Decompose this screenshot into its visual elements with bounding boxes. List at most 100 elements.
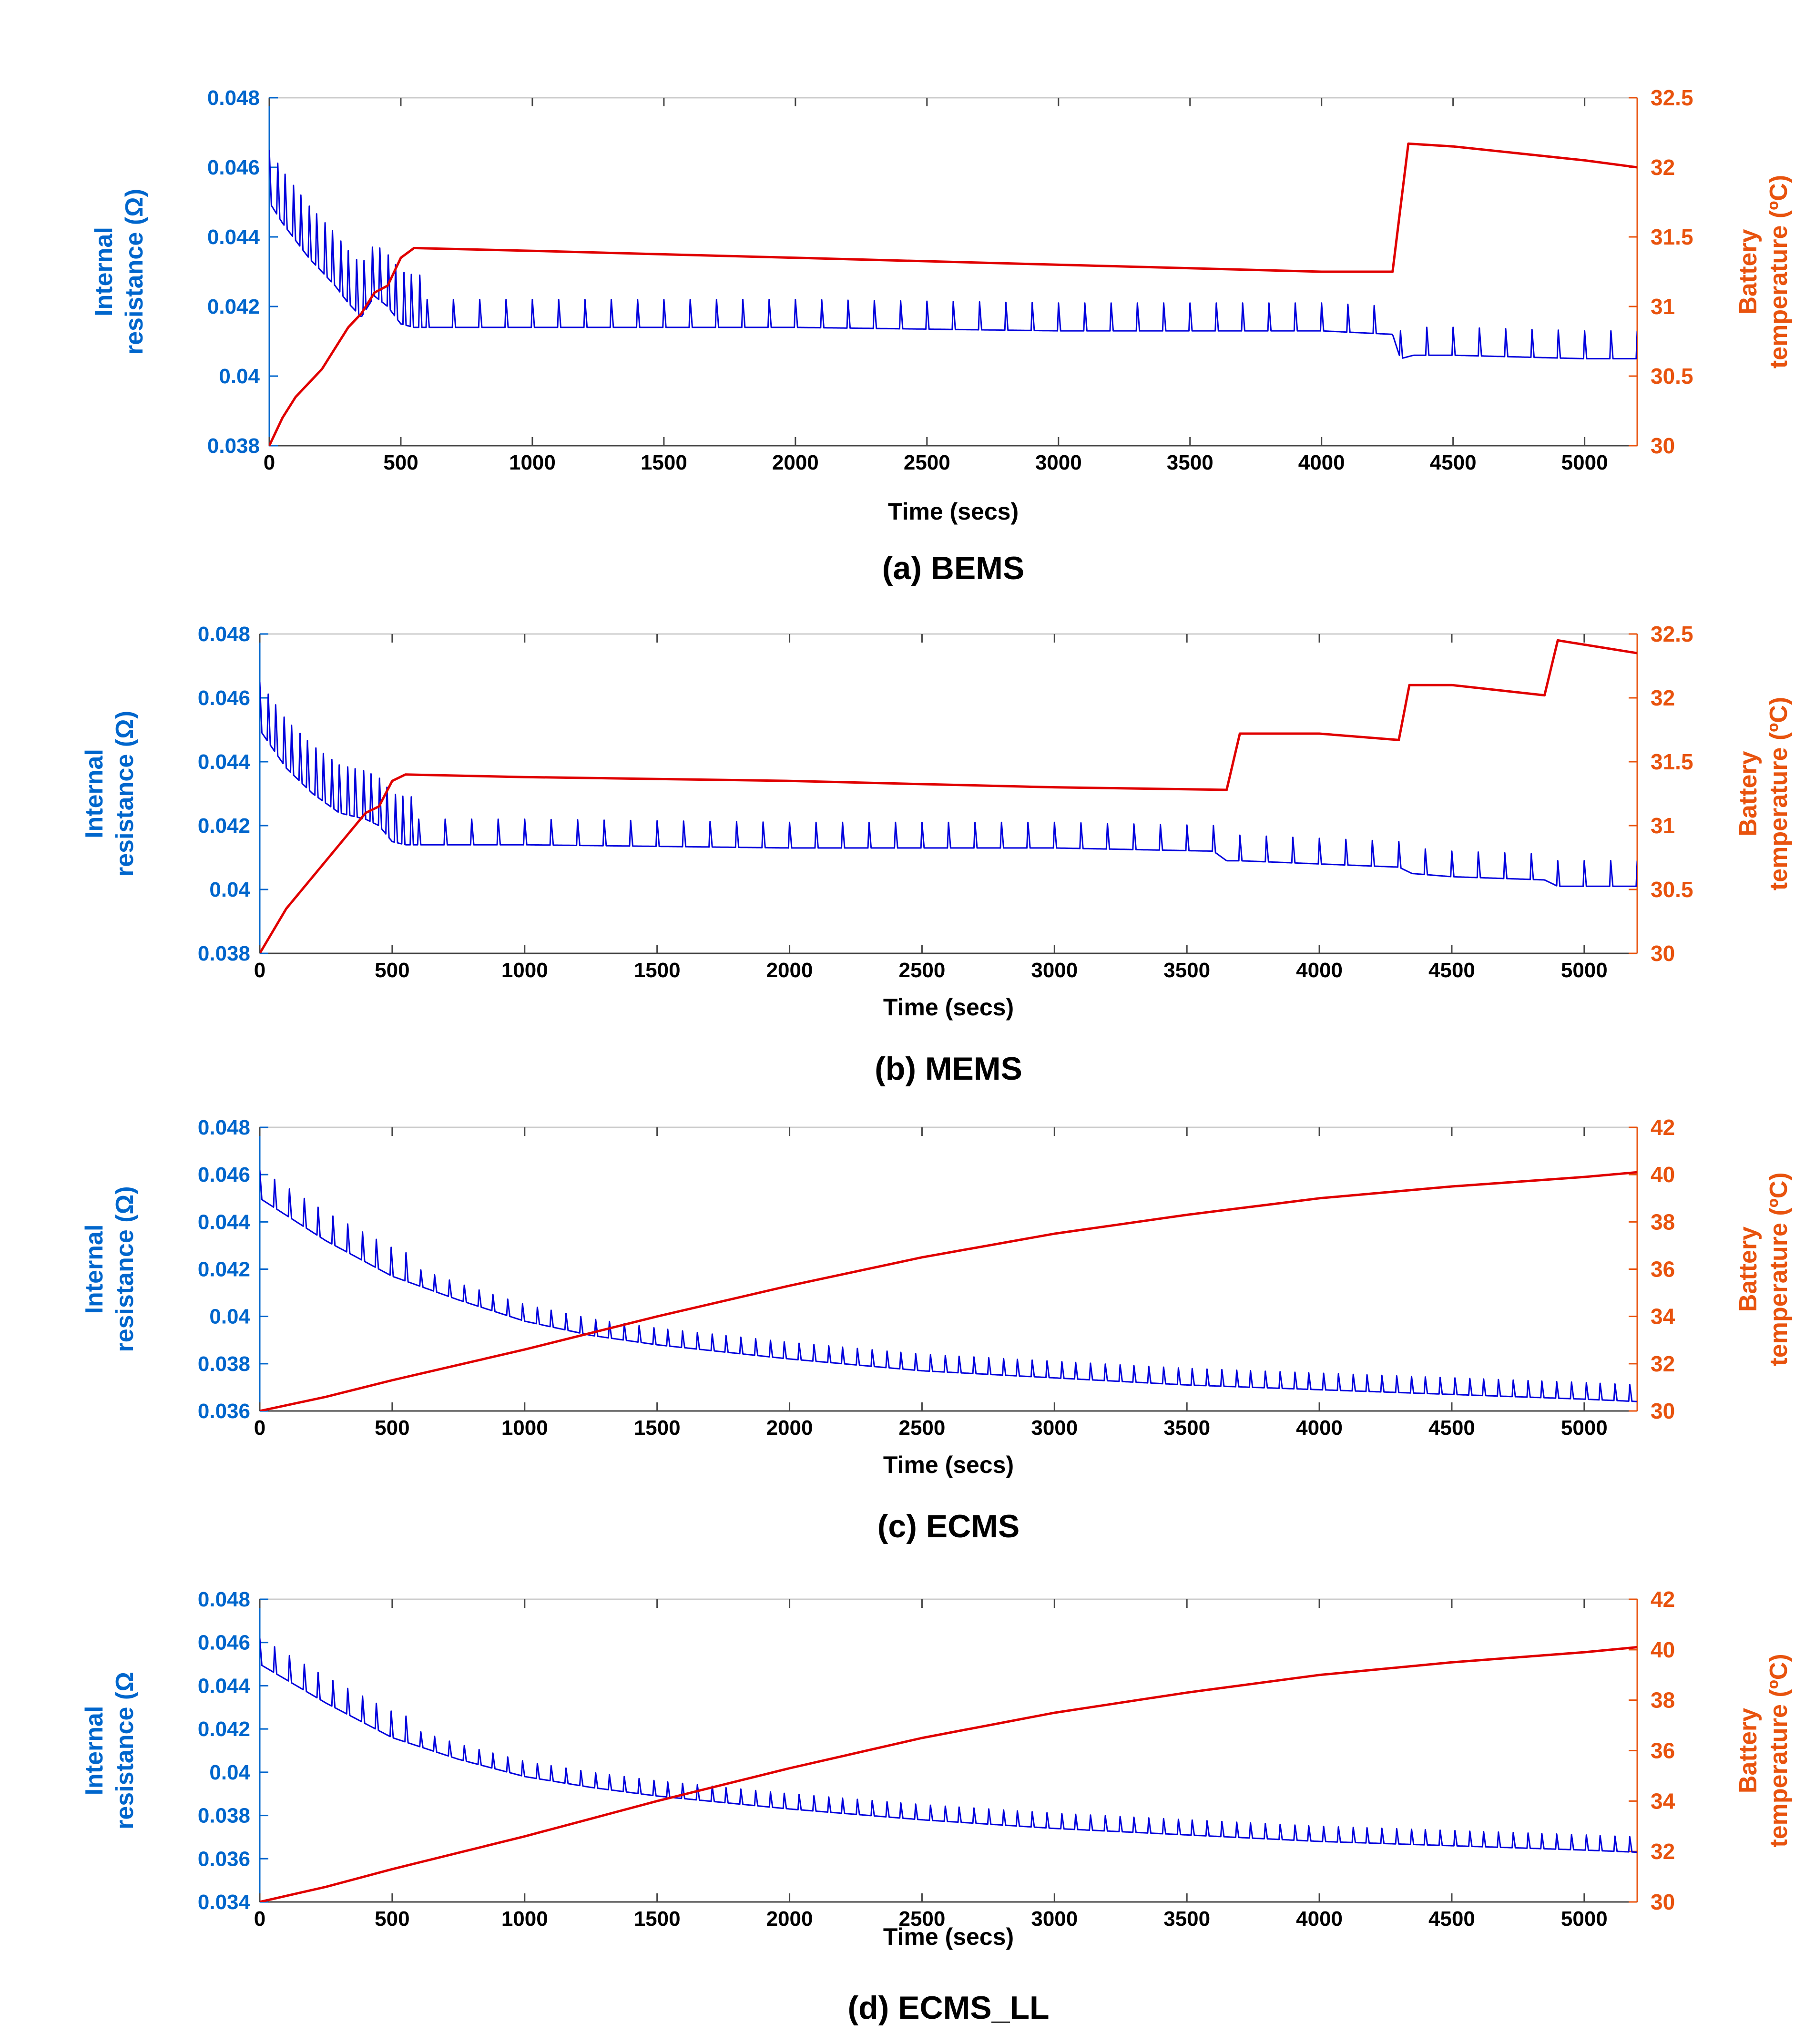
left-tick-label: 0.038: [198, 1804, 250, 1828]
left-tick-label: 0.042: [198, 1717, 250, 1741]
x-axis-title: Time (secs): [883, 1923, 1014, 1950]
x-tick-label: 500: [375, 1907, 409, 1931]
internal-resistance-series: [260, 682, 1637, 887]
x-tick-label: 4500: [1430, 451, 1477, 474]
x-tick-label: 0: [254, 959, 265, 982]
x-tick-label: 2500: [898, 959, 945, 982]
right-tick-label: 40: [1651, 1162, 1675, 1187]
left-tick-label: 0.046: [198, 1631, 250, 1655]
right-tick-label: 30.5: [1651, 364, 1693, 388]
battery-temperature-series: [269, 142, 1637, 446]
x-tick-label: 1000: [501, 1416, 548, 1440]
left-tick-label: 0.048: [198, 623, 250, 646]
left-tick-label: 0.034: [198, 1891, 251, 1914]
left-axis-title-line: Internal: [81, 749, 108, 838]
left-tick-label: 0.042: [207, 295, 260, 318]
x-tick-label: 3500: [1167, 451, 1213, 474]
x-tick-label: 4000: [1298, 451, 1345, 474]
right-tick-label: 32: [1651, 155, 1675, 180]
right-tick-label: 32: [1651, 1839, 1675, 1864]
right-axis-title-line: Battery: [1734, 1226, 1762, 1312]
right-axis-title-line: Battery: [1734, 1708, 1762, 1793]
x-axis-title: Time (secs): [883, 994, 1014, 1021]
x-tick-label: 4500: [1428, 959, 1475, 982]
right-tick-label: 32.5: [1651, 85, 1693, 110]
right-tick-label: 34: [1651, 1304, 1675, 1329]
left-axis-title-line: resistance (Ω): [111, 1186, 139, 1352]
battery-temperature-series: [260, 639, 1637, 953]
internal-resistance-series: [260, 1638, 1637, 1853]
right-tick-label: 42: [1651, 1115, 1675, 1140]
right-tick-label: 30.5: [1651, 877, 1693, 902]
left-axis-title-line: Internal: [81, 1706, 108, 1796]
panel-caption: (b) MEMS: [875, 1051, 1022, 1087]
left-tick-label: 0.04: [219, 365, 260, 388]
right-tick-label: 38: [1651, 1688, 1675, 1713]
x-tick-label: 1500: [634, 1907, 681, 1931]
left-tick-label: 0.04: [209, 1305, 250, 1329]
x-tick-label: 2000: [766, 1907, 813, 1931]
left-axis-title: Internal resistance (Ω: [81, 1672, 139, 1829]
right-axis-title-line: temperature (ºC): [1765, 697, 1793, 890]
right-tick-label: 40: [1651, 1637, 1675, 1662]
left-tick-label: 0.048: [207, 86, 260, 110]
left-axis-title-line: Internal: [81, 1225, 108, 1314]
x-tick-label: 1000: [501, 1907, 548, 1931]
left-tick-label: 0.04: [209, 878, 250, 901]
left-tick-label: 0.044: [198, 750, 251, 774]
battery-temperature-series: [260, 1171, 1637, 1411]
x-tick-label: 3000: [1031, 1416, 1078, 1440]
plot-frame: [259, 1598, 1638, 1903]
left-tick-label: 0.044: [198, 1674, 251, 1697]
x-tick-label: 2000: [772, 451, 819, 474]
right-axis-title: Battery temperature (ºC): [1734, 175, 1793, 368]
right-tick-label: 42: [1651, 1587, 1675, 1612]
left-tick-label: 0.042: [198, 1258, 250, 1281]
internal-resistance-series: [260, 1170, 1637, 1402]
x-tick-label: 3500: [1163, 1907, 1210, 1931]
right-tick-label: 32.5: [1651, 622, 1693, 646]
right-axis-title-line: temperature (ºC): [1765, 1654, 1793, 1847]
x-axis-title: Time (secs): [883, 1451, 1014, 1478]
right-axis-title: Battery temperature (ºC): [1734, 1172, 1793, 1366]
right-axis-title: Battery temperature (ºC): [1734, 697, 1793, 890]
right-tick-label: 31: [1651, 813, 1675, 838]
x-tick-label: 3000: [1031, 959, 1078, 982]
left-axis-title-line: resistance (Ω): [111, 711, 139, 877]
panel-caption: (a) BEMS: [882, 550, 1024, 586]
x-tick-label: 1000: [509, 451, 556, 474]
chart-panel-4: 0 500 1000 1500 2000 2500 3000 3500 4000 4500 5000…: [81, 1587, 1793, 2026]
x-tick-label: 5000: [1561, 1416, 1608, 1440]
left-tick-label: 0.046: [198, 686, 250, 710]
x-tick-label: 2000: [766, 1416, 813, 1440]
left-axis-title: Internal resistance (Ω): [81, 711, 139, 877]
x-tick-label: 3000: [1031, 1907, 1078, 1931]
x-tick-label: 4000: [1296, 1416, 1343, 1440]
x-tick-label: 4500: [1428, 1416, 1475, 1440]
left-axis-title-line: resistance (Ω): [121, 189, 148, 355]
left-tick-label: 0.046: [207, 156, 260, 179]
x-tick-label: 0: [264, 451, 275, 474]
x-tick-label: 5000: [1561, 959, 1608, 982]
left-tick-label: 0.04: [209, 1761, 250, 1784]
left-tick-label: 0.048: [198, 1588, 250, 1611]
battery-temperature-series: [260, 1646, 1637, 1902]
right-axis-title-line: temperature (ºC): [1765, 1172, 1793, 1366]
right-tick-label: 32: [1651, 1351, 1675, 1376]
left-axis-title: Internal resistance (Ω): [81, 1186, 139, 1352]
panel-caption: (d) ECMS_LL: [847, 1990, 1049, 2026]
x-tick-label: 2500: [898, 1907, 945, 1931]
x-tick-label: 1500: [641, 451, 687, 474]
left-tick-label: 0.044: [198, 1210, 251, 1234]
right-axis-title-line: temperature (ºC): [1765, 175, 1793, 368]
x-tick-label: 0: [254, 1907, 265, 1931]
left-tick-label: 0.036: [198, 1400, 250, 1423]
right-tick-label: 31: [1651, 294, 1675, 319]
x-tick-label: 4500: [1428, 1907, 1475, 1931]
right-axis-title-line: Battery: [1734, 229, 1762, 314]
left-tick-label: 0.036: [198, 1847, 250, 1870]
right-tick-label: 30: [1651, 433, 1675, 458]
x-tick-label: 0: [254, 1416, 265, 1440]
x-tick-label: 1000: [501, 959, 548, 982]
